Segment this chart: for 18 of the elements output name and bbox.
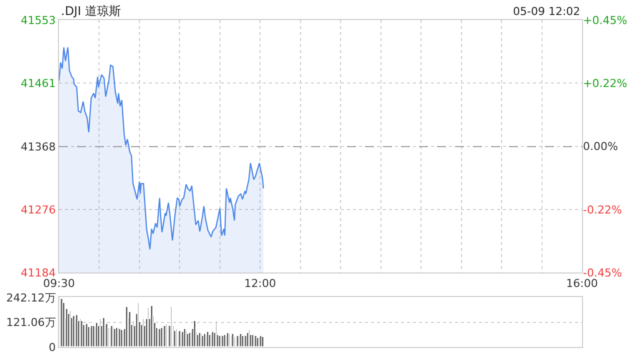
y-tick-label: 41184 — [20, 266, 56, 280]
x-tick-label: 16:00 — [566, 276, 598, 290]
y2-tick-label: +0.45% — [583, 14, 628, 27]
y-tick-label: 41368 — [20, 140, 56, 154]
y-tick-label: 41276 — [20, 203, 56, 216]
y-tick-label: 242.12万 — [6, 291, 56, 304]
y-tick-label: 121.06万 — [6, 316, 56, 330]
chart-title: .DJI 道琼斯 — [61, 4, 121, 18]
text: 05-09 12:02 — [513, 5, 580, 18]
y-tick-label: 0 — [48, 340, 56, 354]
y-tick-label: 41461 — [20, 76, 56, 90]
x-tick-label: 09:30 — [43, 276, 75, 290]
y2-tick-label: -0.22% — [583, 203, 622, 216]
y-tick-label: 41553 — [20, 14, 56, 27]
y2-tick-label: 0.00% — [583, 140, 618, 154]
y2-tick-label: +0.22% — [583, 77, 628, 90]
y2-tick-label: -0.45% — [583, 266, 622, 280]
x-tick-label: 12:00 — [244, 276, 276, 290]
